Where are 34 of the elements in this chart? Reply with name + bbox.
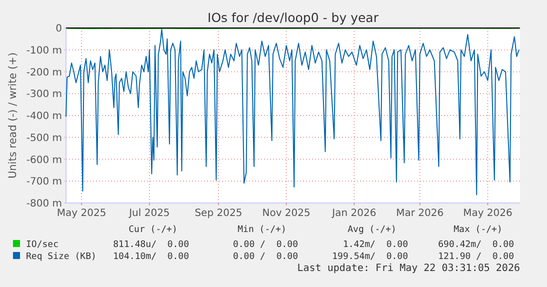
text: Last update: Fri May 22 03:31:05 2026 <box>297 263 520 274</box>
x-tick-label: Sep 2025 <box>194 208 242 219</box>
line-series <box>66 28 520 196</box>
text: 1.42m/ 0.00 <box>342 240 408 250</box>
x-tick-label: May 2026 <box>463 208 512 219</box>
text: 690.42m/ 0.00 <box>438 240 514 250</box>
y-axis-title: Units read (-) / write (+) <box>7 52 19 179</box>
x-tick-label: Mar 2026 <box>396 208 444 219</box>
text: 0.00 / 0.00 <box>232 240 298 250</box>
x-tick-label: May 2025 <box>56 208 106 219</box>
y-tick-label: -300 m <box>26 89 62 100</box>
text: Max (-/+) <box>454 225 502 235</box>
y-tick-label: 0 <box>56 24 62 34</box>
x-tick-label: Jan 2026 <box>331 208 376 219</box>
y-tick-label: -500 m <box>26 132 62 144</box>
y-tick-label: -400 m <box>26 111 62 122</box>
legend-label: Req Size (KB) <box>26 252 96 262</box>
chart-title: IOs for /dev/loop0 - by year <box>208 10 380 25</box>
text: 104.10m/ 0.00 <box>113 252 189 262</box>
legend-label: IO/sec <box>26 240 59 250</box>
text: Min (-/+) <box>238 225 286 235</box>
text: Avg (-/+) <box>348 225 396 235</box>
x-tick-label: Jul 2025 <box>128 208 170 219</box>
text: 811.48u/ 0.00 <box>113 240 189 250</box>
text: 121.90 / 0.00 <box>438 252 514 262</box>
y-tick-label: -600 m <box>26 154 62 166</box>
x-tick-label: Nov 2025 <box>262 208 310 219</box>
text: Cur (-/+) <box>128 225 178 235</box>
y-tick-label: -700 m <box>26 176 62 188</box>
y-tick-label: -100 m <box>26 45 62 56</box>
text: 199.54m/ 0.00 <box>332 252 408 262</box>
y-tick-label: -200 m <box>26 67 62 78</box>
y-tick-label: -800 m <box>26 198 62 210</box>
text: 0.00 / 0.00 <box>232 252 298 262</box>
